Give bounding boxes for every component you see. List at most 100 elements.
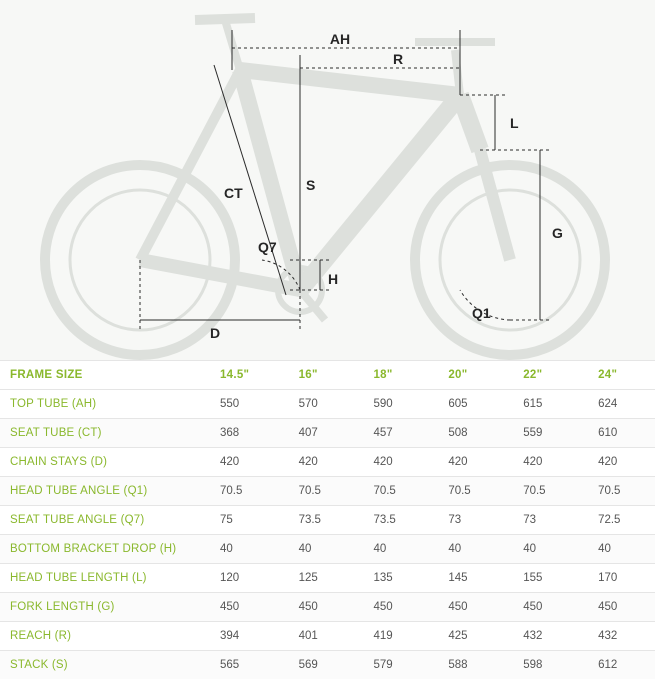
cell-value: 73.5	[355, 506, 430, 535]
cell-value: 450	[430, 593, 505, 622]
cell-value: 570	[281, 390, 356, 419]
dim-S: S	[306, 177, 315, 193]
table-row: SEAT TUBE (CT)368407457508559610	[0, 419, 655, 448]
cell-value: 550	[202, 390, 281, 419]
dim-R: R	[393, 51, 403, 67]
geometry-diagram: AH R L G Q1 H D CT S Q7	[0, 0, 655, 360]
cell-value: 420	[430, 448, 505, 477]
cell-value: 145	[430, 564, 505, 593]
cell-value: 598	[505, 651, 580, 680]
cell-value: 420	[505, 448, 580, 477]
dim-H: H	[328, 271, 338, 287]
row-label: STACK (S)	[0, 651, 202, 680]
cell-value: 615	[505, 390, 580, 419]
dim-Q7: Q7	[258, 239, 277, 255]
geometry-table: FRAME SIZE 14.5" 16" 18" 20" 22" 24" TOP…	[0, 360, 655, 679]
hdr-col: 14.5"	[202, 361, 281, 390]
cell-value: 432	[505, 622, 580, 651]
dim-CT: CT	[224, 185, 243, 201]
dim-AH: AH	[330, 31, 350, 47]
cell-value: 425	[430, 622, 505, 651]
cell-value: 419	[355, 622, 430, 651]
table-header-row: FRAME SIZE 14.5" 16" 18" 20" 22" 24"	[0, 361, 655, 390]
row-label: SEAT TUBE ANGLE (Q7)	[0, 506, 202, 535]
dim-G: G	[552, 225, 563, 241]
cell-value: 565	[202, 651, 281, 680]
cell-value: 135	[355, 564, 430, 593]
cell-value: 40	[281, 535, 356, 564]
cell-value: 40	[202, 535, 281, 564]
cell-value: 420	[202, 448, 281, 477]
table-row: STACK (S)565569579588598612	[0, 651, 655, 680]
cell-value: 40	[430, 535, 505, 564]
cell-value: 73.5	[281, 506, 356, 535]
cell-value: 407	[281, 419, 356, 448]
cell-value: 605	[430, 390, 505, 419]
cell-value: 588	[430, 651, 505, 680]
cell-value: 579	[355, 651, 430, 680]
cell-value: 40	[355, 535, 430, 564]
cell-value: 420	[281, 448, 356, 477]
cell-value: 450	[281, 593, 356, 622]
row-label: TOP TUBE (AH)	[0, 390, 202, 419]
cell-value: 612	[580, 651, 655, 680]
row-label: HEAD TUBE ANGLE (Q1)	[0, 477, 202, 506]
cell-value: 450	[202, 593, 281, 622]
table-row: CHAIN STAYS (D)420420420420420420	[0, 448, 655, 477]
hdr-col: 18"	[355, 361, 430, 390]
dim-Q1: Q1	[472, 305, 491, 321]
hdr-col: 16"	[281, 361, 356, 390]
hdr-col: 20"	[430, 361, 505, 390]
cell-value: 70.5	[202, 477, 281, 506]
hdr-col: 24"	[580, 361, 655, 390]
dim-L: L	[510, 115, 519, 131]
cell-value: 40	[505, 535, 580, 564]
cell-value: 450	[505, 593, 580, 622]
cell-value: 155	[505, 564, 580, 593]
hdr-col: 22"	[505, 361, 580, 390]
cell-value: 40	[580, 535, 655, 564]
cell-value: 72.5	[580, 506, 655, 535]
table-row: SEAT TUBE ANGLE (Q7)7573.573.5737372.5	[0, 506, 655, 535]
table-row: FORK LENGTH (G)450450450450450450	[0, 593, 655, 622]
cell-value: 73	[430, 506, 505, 535]
cell-value: 508	[430, 419, 505, 448]
cell-value: 70.5	[355, 477, 430, 506]
cell-value: 368	[202, 419, 281, 448]
cell-value: 120	[202, 564, 281, 593]
cell-value: 70.5	[505, 477, 580, 506]
cell-value: 394	[202, 622, 281, 651]
cell-value: 170	[580, 564, 655, 593]
cell-value: 450	[580, 593, 655, 622]
row-label: SEAT TUBE (CT)	[0, 419, 202, 448]
cell-value: 70.5	[281, 477, 356, 506]
dim-D: D	[210, 325, 220, 341]
cell-value: 75	[202, 506, 281, 535]
cell-value: 125	[281, 564, 356, 593]
hdr-framesize: FRAME SIZE	[0, 361, 202, 390]
table-row: BOTTOM BRACKET DROP (H)404040404040	[0, 535, 655, 564]
cell-value: 432	[580, 622, 655, 651]
cell-value: 401	[281, 622, 356, 651]
cell-value: 70.5	[580, 477, 655, 506]
cell-value: 624	[580, 390, 655, 419]
table-row: TOP TUBE (AH)550570590605615624	[0, 390, 655, 419]
cell-value: 450	[355, 593, 430, 622]
cell-value: 420	[355, 448, 430, 477]
cell-value: 569	[281, 651, 356, 680]
cell-value: 420	[580, 448, 655, 477]
table-row: HEAD TUBE ANGLE (Q1)70.570.570.570.570.5…	[0, 477, 655, 506]
row-label: REACH (R)	[0, 622, 202, 651]
table-row: REACH (R)394401419425432432	[0, 622, 655, 651]
row-label: HEAD TUBE LENGTH (L)	[0, 564, 202, 593]
cell-value: 610	[580, 419, 655, 448]
row-label: CHAIN STAYS (D)	[0, 448, 202, 477]
cell-value: 70.5	[430, 477, 505, 506]
cell-value: 457	[355, 419, 430, 448]
row-label: BOTTOM BRACKET DROP (H)	[0, 535, 202, 564]
cell-value: 559	[505, 419, 580, 448]
cell-value: 590	[355, 390, 430, 419]
row-label: FORK LENGTH (G)	[0, 593, 202, 622]
table-row: HEAD TUBE LENGTH (L)120125135145155170	[0, 564, 655, 593]
geometry-svg: AH R L G Q1 H D CT S Q7	[0, 0, 655, 360]
